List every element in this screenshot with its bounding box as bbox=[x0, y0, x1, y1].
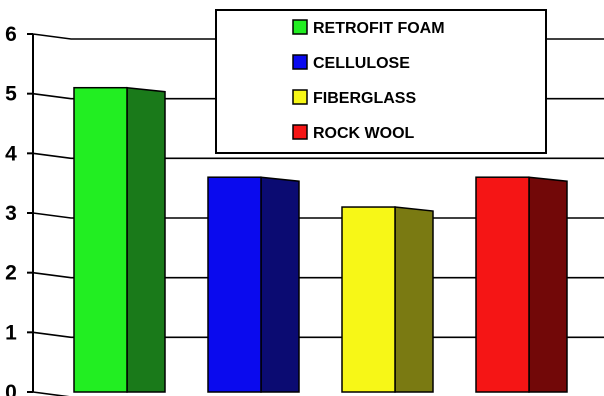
bar bbox=[341, 206, 396, 393]
bar bbox=[475, 176, 530, 393]
y-tick-label: 5 bbox=[5, 83, 17, 106]
bar-side bbox=[260, 176, 300, 393]
y-axis: 0 1 2 3 4 5 6 bbox=[5, 23, 34, 396]
legend-label: FIBERGLASS bbox=[313, 90, 416, 107]
bars bbox=[73, 86, 568, 393]
bar bbox=[73, 86, 128, 393]
legend-swatch bbox=[292, 124, 308, 140]
gridline bbox=[32, 152, 604, 160]
legend: RETROFIT FOAM CELLULOSE FIBERGLASS ROCK WOO… bbox=[215, 9, 547, 154]
legend-label: RETROFIT FOAM bbox=[313, 20, 445, 37]
legend-label: ROCK WOOL bbox=[313, 125, 415, 142]
y-tick-label: 6 bbox=[5, 23, 17, 46]
y-tick-label: 1 bbox=[5, 321, 17, 344]
bar bbox=[207, 176, 262, 393]
y-tick-label: 0 bbox=[5, 381, 17, 396]
legend-box bbox=[215, 9, 547, 154]
legend-swatch bbox=[292, 89, 308, 105]
gridline bbox=[32, 391, 70, 396]
bar-side bbox=[394, 206, 434, 393]
legend-swatch bbox=[292, 19, 308, 35]
y-tick-label: 3 bbox=[5, 202, 17, 225]
legend-label: CELLULOSE bbox=[313, 55, 410, 72]
bar-side bbox=[126, 86, 166, 393]
y-tick-label: 4 bbox=[5, 142, 17, 165]
bar-side bbox=[528, 176, 568, 393]
legend-swatch bbox=[292, 54, 308, 70]
y-tick-label: 2 bbox=[5, 262, 17, 285]
